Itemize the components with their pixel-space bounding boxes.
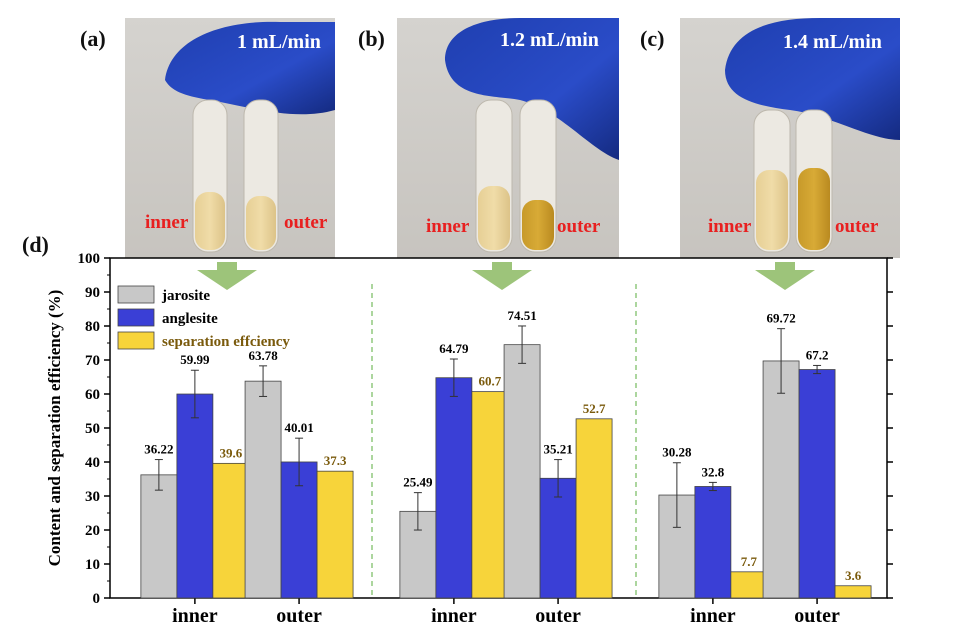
inner-tag-a: inner xyxy=(145,212,189,233)
separation-bar xyxy=(730,571,768,599)
separation-bar xyxy=(471,391,509,599)
x-tick-label: outer xyxy=(276,605,322,627)
photo-b xyxy=(397,18,619,258)
flow-label-b: 1.2 mL/min xyxy=(500,29,599,51)
legend-label: separation effciency xyxy=(162,334,290,350)
y-tick-label: 60 xyxy=(85,387,100,403)
anglesite-bar xyxy=(539,477,577,599)
photo-a xyxy=(125,18,335,258)
outer-tag-b: outer xyxy=(557,216,601,237)
flow-label-a: 1 mL/min xyxy=(237,31,321,53)
data-label: 63.78 xyxy=(248,348,278,363)
y-tick-label: 30 xyxy=(85,489,100,505)
data-label: 3.6 xyxy=(845,568,862,583)
photo-c xyxy=(680,18,900,258)
data-label: 40.01 xyxy=(284,420,313,435)
legend-swatch xyxy=(117,308,155,327)
y-tick-label: 80 xyxy=(85,319,100,335)
data-label: 39.6 xyxy=(220,445,243,460)
data-label: 37.3 xyxy=(324,453,347,468)
data-label: 30.28 xyxy=(662,445,692,460)
y-tick-label: 70 xyxy=(85,353,100,369)
data-label: 35.21 xyxy=(543,442,572,457)
data-label: 64.79 xyxy=(439,341,469,356)
data-label: 74.51 xyxy=(507,308,536,323)
data-label: 7.7 xyxy=(741,554,758,569)
jarosite-bar xyxy=(244,380,282,599)
anglesite-bar xyxy=(798,369,836,599)
outer-tag-a: outer xyxy=(284,212,328,233)
legend-swatch xyxy=(117,285,155,304)
legend-swatch xyxy=(117,331,155,350)
x-tick-label: inner xyxy=(172,605,218,627)
panel-label-a: (a) xyxy=(80,26,106,51)
y-tick-label: 20 xyxy=(85,523,100,539)
outer-tag-c: outer xyxy=(835,216,879,237)
y-tick-label: 50 xyxy=(85,421,100,437)
bar-chart: 0 10 20 30 40 50 60 70 80 90 100 Content and separa… xyxy=(45,251,893,627)
panel-label-d: (d) xyxy=(22,232,49,257)
y-tick-label: 40 xyxy=(85,455,100,471)
y-tick-label: 10 xyxy=(85,557,100,573)
y-tick-label: 90 xyxy=(85,285,100,301)
data-label: 32.8 xyxy=(702,464,725,479)
panel-label-c: (c) xyxy=(640,26,665,51)
data-label: 59.99 xyxy=(180,352,210,367)
x-tick-label: inner xyxy=(690,605,736,627)
separation-bar xyxy=(212,462,250,599)
data-label: 25.49 xyxy=(403,475,433,490)
y-tick-label: 0 xyxy=(93,591,101,607)
x-tick-label: outer xyxy=(535,605,581,627)
anglesite-bar xyxy=(435,377,473,599)
data-label: 67.2 xyxy=(806,347,829,362)
anglesite-bar xyxy=(176,393,214,599)
jarosite-bar xyxy=(762,360,800,599)
arrow-down-icon xyxy=(197,262,257,290)
x-tick-label: inner xyxy=(431,605,477,627)
y-tick-label: 100 xyxy=(78,251,101,267)
arrow-down-icon xyxy=(472,262,532,290)
y-axis-label: Content and separation efficiency (%) xyxy=(45,290,64,567)
separation-bar xyxy=(834,585,872,599)
legend-label: jarosite xyxy=(161,288,210,304)
panel-label-b: (b) xyxy=(358,26,385,51)
data-label: 60.7 xyxy=(479,374,502,389)
inner-tag-c: inner xyxy=(708,216,752,237)
data-label: 52.7 xyxy=(583,401,606,416)
arrows xyxy=(197,262,815,290)
jarosite-bar xyxy=(503,344,541,599)
data-label: 69.72 xyxy=(766,311,795,326)
data-label: 36.22 xyxy=(144,442,173,457)
anglesite-bar xyxy=(694,486,732,599)
flow-label-c: 1.4 mL/min xyxy=(783,31,882,53)
separation-bar xyxy=(575,418,613,599)
jarosite-bar xyxy=(140,474,178,599)
separation-bar xyxy=(316,470,354,599)
arrow-down-icon xyxy=(755,262,815,290)
x-tick-label: outer xyxy=(794,605,840,627)
legend-label: anglesite xyxy=(162,311,218,327)
inner-tag-b: inner xyxy=(426,216,470,237)
